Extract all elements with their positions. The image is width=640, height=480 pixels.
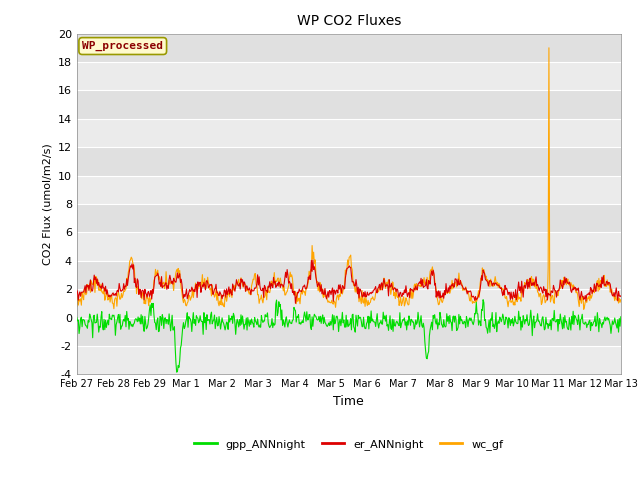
X-axis label: Time: Time	[333, 395, 364, 408]
gpp_ANNnight	[479, 297, 487, 302]
wc_gf	[580, 306, 588, 312]
gpp_ANNnight	[416, 324, 424, 330]
wc_gf	[431, 277, 438, 283]
Bar	[77, 176, 621, 204]
wc_gf	[617, 297, 625, 302]
gpp_ANNnight	[617, 314, 625, 320]
Y-axis label: CO2 Flux (umol/m2/s): CO2 Flux (umol/m2/s)	[42, 143, 52, 265]
Bar	[77, 62, 621, 90]
er_ANNnight	[433, 294, 440, 300]
er_ANNnight	[292, 300, 300, 306]
er_ANNnight	[617, 293, 625, 299]
Bar	[77, 232, 621, 261]
Line: er_ANNnight: er_ANNnight	[77, 260, 621, 303]
wc_gf	[83, 290, 90, 296]
wc_gf	[415, 282, 422, 288]
Bar	[77, 261, 621, 289]
er_ANNnight	[223, 286, 230, 292]
Bar	[77, 346, 621, 374]
gpp_ANNnight	[195, 320, 202, 325]
Bar	[77, 147, 621, 176]
er_ANNnight	[417, 280, 424, 286]
gpp_ANNnight	[223, 320, 231, 326]
Bar	[77, 119, 621, 147]
Title: WP CO2 Fluxes: WP CO2 Fluxes	[296, 14, 401, 28]
gpp_ANNnight	[83, 323, 90, 329]
er_ANNnight	[83, 282, 90, 288]
gpp_ANNnight	[73, 314, 81, 320]
Bar	[77, 34, 621, 62]
gpp_ANNnight	[431, 319, 439, 324]
Bar	[77, 318, 621, 346]
gpp_ANNnight	[139, 313, 147, 319]
er_ANNnight	[194, 279, 202, 285]
er_ANNnight	[139, 287, 147, 293]
wc_gf	[545, 45, 553, 51]
gpp_ANNnight	[173, 369, 180, 375]
wc_gf	[73, 303, 81, 309]
Legend: gpp_ANNnight, er_ANNnight, wc_gf: gpp_ANNnight, er_ANNnight, wc_gf	[190, 434, 508, 454]
wc_gf	[194, 286, 202, 292]
er_ANNnight	[309, 257, 317, 263]
Line: wc_gf: wc_gf	[77, 48, 621, 309]
Text: WP_processed: WP_processed	[82, 41, 163, 51]
Line: gpp_ANNnight: gpp_ANNnight	[77, 300, 621, 372]
Bar	[77, 204, 621, 232]
er_ANNnight	[73, 287, 81, 293]
wc_gf	[139, 290, 147, 296]
Bar	[77, 289, 621, 318]
wc_gf	[223, 299, 230, 304]
Bar	[77, 90, 621, 119]
